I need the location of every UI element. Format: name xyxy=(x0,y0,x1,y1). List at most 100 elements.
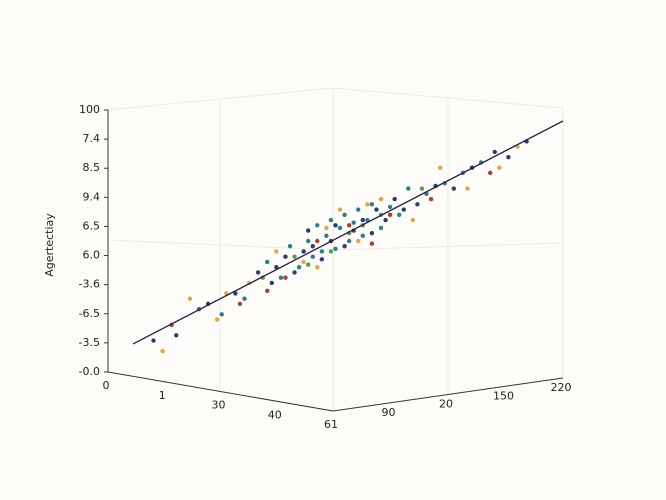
point xyxy=(187,296,193,301)
y-tick-label: 7.4 xyxy=(83,132,101,145)
point xyxy=(346,223,352,228)
point xyxy=(333,246,338,252)
x-tick-label: 40 xyxy=(268,408,282,421)
y-tick-label: -3.5 xyxy=(79,336,100,349)
point xyxy=(369,241,375,246)
point xyxy=(369,202,375,207)
z-tick-label: 220 xyxy=(551,381,572,394)
point xyxy=(360,217,365,223)
y-tick-label: -3.6 xyxy=(79,278,100,291)
y-tick-label: -6.5 xyxy=(79,307,100,320)
z-tick-label: 90 xyxy=(382,406,396,419)
point xyxy=(401,207,406,212)
point xyxy=(174,333,179,338)
point xyxy=(387,212,393,217)
point xyxy=(492,149,497,155)
point xyxy=(346,238,352,244)
point xyxy=(283,254,288,259)
point xyxy=(488,170,493,176)
point xyxy=(237,301,243,307)
point xyxy=(296,265,302,270)
point xyxy=(360,233,365,238)
y-tick-label: 100 xyxy=(79,103,100,116)
point xyxy=(315,265,320,270)
point xyxy=(292,254,297,259)
point xyxy=(306,228,311,233)
point xyxy=(269,280,274,286)
pane-edge xyxy=(107,87,564,111)
point xyxy=(324,225,329,231)
point xyxy=(378,225,384,231)
point xyxy=(397,212,402,217)
point xyxy=(301,249,306,254)
point xyxy=(337,207,343,212)
point xyxy=(342,244,347,249)
point xyxy=(392,196,397,202)
point xyxy=(160,348,165,354)
point xyxy=(369,230,375,236)
point xyxy=(342,212,347,217)
point xyxy=(337,225,343,231)
y-axis-label: Agertectiay xyxy=(43,213,56,277)
z-tick-label: 20 xyxy=(439,398,453,411)
point xyxy=(410,217,416,223)
point xyxy=(306,262,311,267)
point xyxy=(310,244,315,249)
point xyxy=(292,270,297,275)
point xyxy=(328,249,334,254)
z-tick-label: 150 xyxy=(493,389,514,402)
point xyxy=(242,296,247,301)
x-tick-label: 0 xyxy=(103,379,110,392)
point xyxy=(365,217,370,223)
point xyxy=(287,244,293,249)
point xyxy=(506,154,511,160)
point xyxy=(378,196,384,202)
point xyxy=(215,317,220,322)
point xyxy=(278,275,284,280)
point xyxy=(274,249,279,254)
point xyxy=(365,202,370,207)
point xyxy=(351,220,356,225)
point xyxy=(419,186,425,191)
point xyxy=(333,223,338,228)
floor-axes xyxy=(107,371,564,412)
y-tick-label: 6.0 xyxy=(83,249,101,262)
point xyxy=(356,207,361,212)
point xyxy=(306,238,311,244)
point xyxy=(310,254,315,259)
point xyxy=(374,207,379,212)
trend-line xyxy=(132,120,564,345)
point xyxy=(328,217,334,223)
point xyxy=(437,165,443,170)
y-tick-label: 6.5 xyxy=(83,219,101,232)
point xyxy=(255,270,261,275)
point xyxy=(415,202,420,207)
x-tick-label: 30 xyxy=(212,399,226,412)
point xyxy=(301,259,306,265)
point xyxy=(233,291,238,296)
point xyxy=(319,249,325,254)
point xyxy=(319,257,325,262)
point xyxy=(265,259,270,265)
point xyxy=(451,186,456,191)
point xyxy=(497,165,502,170)
y-tick-label: 9.4 xyxy=(83,190,101,203)
x-tick-label: 1 xyxy=(159,389,166,402)
point xyxy=(283,275,288,280)
y-tick-label: -0.0 xyxy=(79,365,100,378)
y-tick-label: 8.5 xyxy=(83,161,101,174)
point xyxy=(274,265,279,270)
point xyxy=(219,312,224,317)
point xyxy=(428,196,434,202)
x-tick-label: 61 xyxy=(324,418,338,431)
point xyxy=(324,233,329,238)
point xyxy=(315,223,320,228)
point xyxy=(356,238,361,244)
background-panes xyxy=(107,87,564,411)
point xyxy=(151,338,156,343)
point xyxy=(315,238,320,244)
point xyxy=(465,186,470,191)
point xyxy=(265,288,270,293)
point xyxy=(387,204,393,210)
